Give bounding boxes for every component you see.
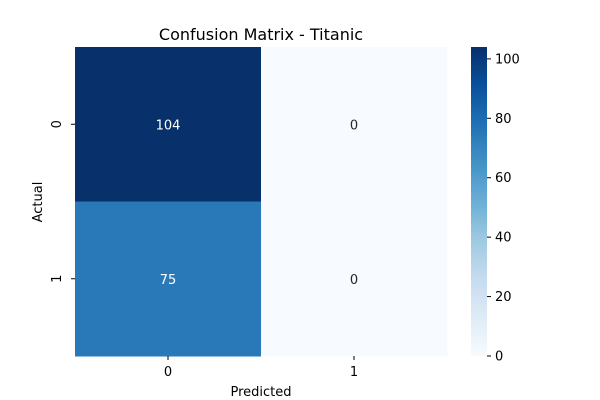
- heatmap-cell-0-1: [261, 47, 448, 202]
- cell-value-1-1: 0: [350, 273, 358, 288]
- colorbar-tick-label-1: 20: [495, 290, 512, 305]
- x-tick-label-0: 0: [164, 365, 172, 380]
- cell-value-0-0: 104: [156, 118, 181, 133]
- heatmap-cell-1-0: [75, 201, 262, 357]
- x-tick-label-1: 1: [350, 365, 358, 380]
- heatmap-cell-1-1: [261, 201, 448, 357]
- chart-title: Confusion Matrix - Titanic: [159, 25, 363, 44]
- colorbar-tick-label-0: 0: [495, 350, 503, 365]
- colorbar-tick-label-2: 40: [495, 231, 512, 246]
- colorbar-ticks: 0 20 40 60 80 100: [487, 52, 520, 365]
- cell-value-0-1: 0: [350, 118, 358, 133]
- x-axis-label: Predicted: [230, 385, 291, 400]
- y-axis-ticks: 01: [50, 120, 75, 283]
- cell-value-1-0: 75: [160, 273, 177, 288]
- y-tick-label-1: 1: [50, 275, 65, 283]
- heatmap-cells: 104 0 75 0: [75, 47, 448, 357]
- colorbar-tick-label-3: 60: [495, 171, 512, 186]
- colorbar-tick-label-5: 100: [495, 52, 520, 67]
- colorbar: [471, 47, 487, 356]
- y-tick-label-0: 0: [50, 120, 65, 128]
- heatmap-cell-0-0: [75, 47, 262, 202]
- colorbar-tick-label-4: 80: [495, 112, 512, 127]
- y-axis-label: Actual: [31, 182, 46, 223]
